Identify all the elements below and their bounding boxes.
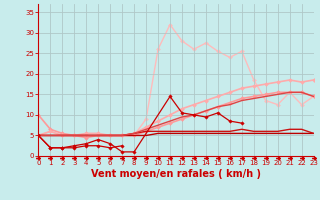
- X-axis label: Vent moyen/en rafales ( km/h ): Vent moyen/en rafales ( km/h ): [91, 169, 261, 179]
